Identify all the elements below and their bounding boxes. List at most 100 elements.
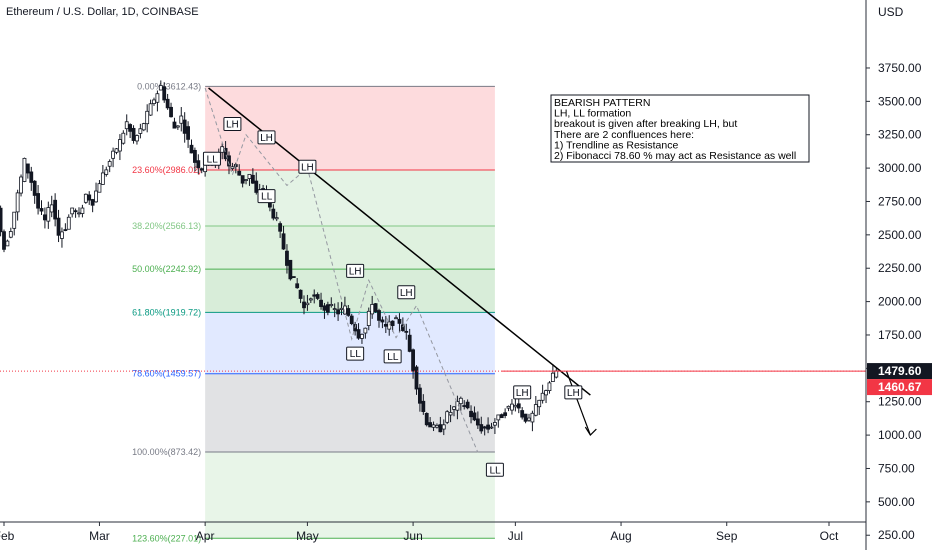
candle-body <box>305 302 310 306</box>
candle-body <box>435 425 439 428</box>
candle-body <box>308 298 313 301</box>
fib-level-label: 100.00%(873.42) <box>132 447 201 457</box>
time-tick-label: Oct <box>820 529 839 543</box>
candle-body <box>179 115 184 124</box>
pattern-label: LH <box>301 162 314 173</box>
candle-body <box>274 217 279 220</box>
candle-body <box>186 126 190 140</box>
candle-body <box>380 319 385 323</box>
candle-body <box>29 171 34 183</box>
price-tick-label: 250.00 <box>878 528 915 542</box>
candle-body <box>237 170 242 176</box>
candle-body <box>12 211 17 229</box>
price-tick-label: 2000.00 <box>878 295 922 309</box>
candle-body <box>189 144 194 154</box>
candle-body <box>547 382 552 391</box>
pattern-label: LH <box>349 266 362 277</box>
candle-body <box>196 160 201 169</box>
candles <box>0 80 559 436</box>
candle-body <box>182 119 187 134</box>
time-tick-label: Apr <box>196 529 215 543</box>
pattern-label-box <box>298 159 317 174</box>
candle-body <box>199 168 204 171</box>
price-axis: USD250.00500.00750.001000.001250.001500.… <box>865 0 932 550</box>
pattern-label-box <box>346 346 365 361</box>
pattern-label: LL <box>489 465 501 476</box>
pattern-label-box <box>564 385 583 400</box>
pattern-label: LL <box>350 349 362 360</box>
candle-body <box>121 132 126 144</box>
candle-body <box>421 400 426 413</box>
candle-body <box>489 426 494 429</box>
candle-body <box>346 308 351 316</box>
candle-body <box>111 150 115 159</box>
candle-body <box>465 401 470 409</box>
candle-body <box>227 155 231 167</box>
candle-body <box>240 175 245 184</box>
pattern-labels: LH LH LL LL LH LH LH LL LL LH LH LL <box>202 117 583 477</box>
candle-body <box>431 424 436 428</box>
candle-body <box>124 121 129 130</box>
candle-body <box>83 193 88 203</box>
candle-body <box>496 414 501 421</box>
candle-body <box>336 309 340 315</box>
candle-body <box>148 103 153 116</box>
pattern-label-box <box>397 285 416 300</box>
candle-body <box>400 324 405 332</box>
candle-body <box>550 372 555 382</box>
candle-body <box>128 124 133 132</box>
candle-body <box>339 307 344 310</box>
price-tick-label: 750.00 <box>878 461 915 475</box>
price-tick-label: 3250.00 <box>878 128 922 142</box>
second-price-tag <box>867 379 932 396</box>
candle-body <box>278 223 283 232</box>
candle-body <box>458 397 463 405</box>
time-tick-label: May <box>296 529 319 543</box>
candle-body <box>298 289 303 299</box>
candle-body <box>60 231 64 239</box>
candle-body <box>356 329 361 339</box>
candle-body <box>530 412 535 423</box>
candle-body <box>118 139 122 152</box>
pattern-label: LH <box>567 388 580 399</box>
candle-body <box>312 294 317 297</box>
candle-body <box>462 405 467 407</box>
time-tick-label: Jun <box>403 529 422 543</box>
price-tick-label: 500.00 <box>878 495 915 509</box>
candle-body <box>53 199 58 220</box>
pattern-label-box <box>257 189 276 204</box>
candle-body <box>56 217 61 236</box>
candle-body <box>527 417 531 421</box>
candle-body <box>254 180 259 193</box>
fib-lines: 0.00%(3612.43) 23.60%(2986.02) 38.20%(2566… <box>132 81 495 543</box>
candle-body <box>445 411 450 423</box>
price-tick-label: 2500.00 <box>878 228 922 242</box>
candle-body <box>322 305 327 311</box>
candle-body <box>441 424 446 430</box>
candle-body <box>104 169 109 175</box>
candle-body <box>162 86 167 101</box>
time-tick-label: Jul <box>508 529 523 543</box>
annotation-line: breakout is given after breaking LH, but <box>554 118 737 130</box>
fib-level-label: 23.60%(2986.02) <box>132 165 201 175</box>
candle-body <box>94 190 98 203</box>
candle-body <box>15 192 20 213</box>
candle-body <box>271 208 276 219</box>
candle-body <box>158 85 163 91</box>
candle-body <box>22 157 27 182</box>
candle-body <box>66 216 71 230</box>
candle-body <box>325 304 330 313</box>
current-price-tag <box>867 363 932 380</box>
candle-body <box>2 231 6 250</box>
annotation-box-frame <box>550 94 810 163</box>
candle-body <box>472 412 477 421</box>
candle-body <box>516 403 521 409</box>
pattern-label: LL <box>261 192 273 203</box>
projection-arrowhead <box>584 426 597 437</box>
annotation-line: LH, LL formation <box>554 108 631 120</box>
candle-body <box>97 183 102 193</box>
candle-body <box>169 106 173 118</box>
candle-body <box>25 163 30 174</box>
candle-body <box>540 392 545 401</box>
